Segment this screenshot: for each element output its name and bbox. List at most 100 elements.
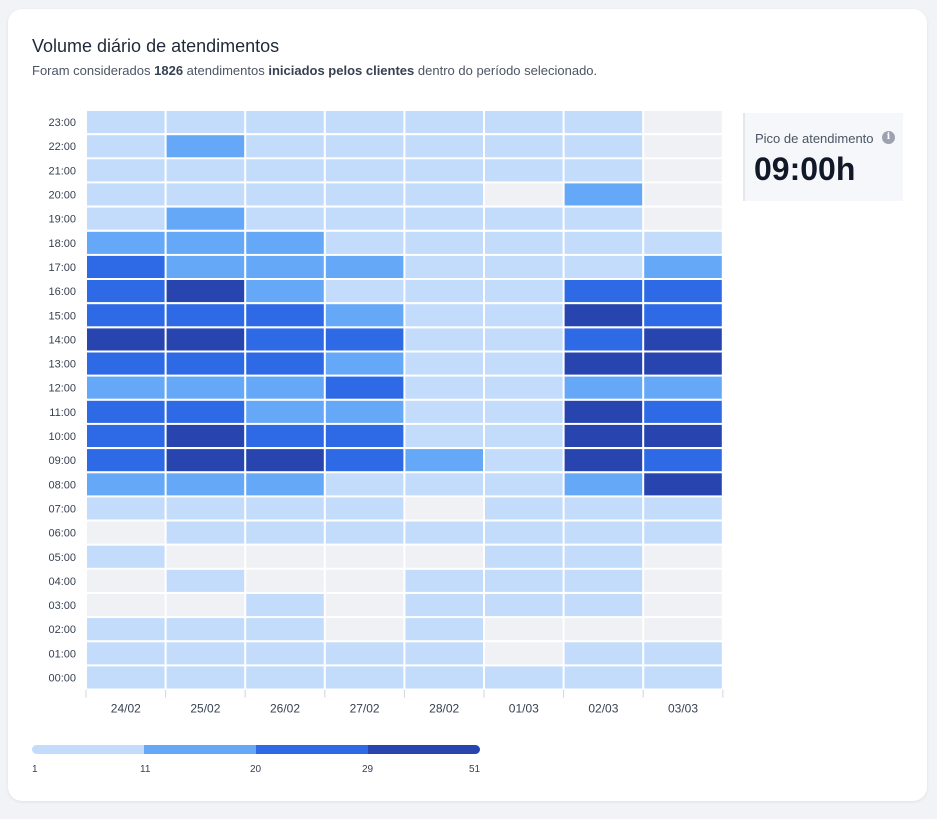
heatmap-cell[interactable]: [166, 642, 245, 665]
heatmap-cell[interactable]: [405, 449, 483, 472]
heatmap-cell[interactable]: [485, 400, 563, 423]
heatmap-cell[interactable]: [87, 111, 165, 134]
heatmap-cell[interactable]: [325, 642, 404, 665]
heatmap-cell[interactable]: [87, 183, 165, 206]
heatmap-cell[interactable]: [166, 569, 245, 592]
heatmap-cell[interactable]: [325, 473, 404, 496]
heatmap-cell[interactable]: [564, 135, 643, 158]
heatmap-cell[interactable]: [325, 183, 404, 206]
heatmap-cell[interactable]: [405, 135, 483, 158]
heatmap-cell[interactable]: [644, 207, 722, 230]
heatmap-cell[interactable]: [87, 376, 165, 399]
heatmap-cell[interactable]: [325, 255, 404, 278]
heatmap-cell[interactable]: [644, 594, 722, 617]
heatmap-cell[interactable]: [87, 497, 165, 520]
heatmap-cell[interactable]: [644, 424, 722, 447]
heatmap-cell[interactable]: [87, 304, 165, 327]
heatmap-cell[interactable]: [564, 618, 643, 641]
heatmap-cell[interactable]: [166, 545, 245, 568]
heatmap-cell[interactable]: [405, 424, 483, 447]
heatmap-cell[interactable]: [564, 352, 643, 375]
heatmap-cell[interactable]: [485, 521, 563, 544]
heatmap-cell[interactable]: [405, 183, 483, 206]
heatmap-cell[interactable]: [644, 159, 722, 182]
heatmap-cell[interactable]: [246, 642, 324, 665]
heatmap-cell[interactable]: [644, 400, 722, 423]
heatmap-cell[interactable]: [246, 328, 324, 351]
heatmap-cell[interactable]: [485, 545, 563, 568]
heatmap-cell[interactable]: [87, 642, 165, 665]
heatmap-cell[interactable]: [166, 618, 245, 641]
heatmap-cell[interactable]: [644, 304, 722, 327]
heatmap-cell[interactable]: [246, 304, 324, 327]
heatmap-cell[interactable]: [644, 497, 722, 520]
heatmap-cell[interactable]: [405, 255, 483, 278]
heatmap-cell[interactable]: [87, 400, 165, 423]
heatmap-cell[interactable]: [564, 424, 643, 447]
heatmap-cell[interactable]: [564, 280, 643, 303]
heatmap-cell[interactable]: [325, 497, 404, 520]
heatmap-cell[interactable]: [325, 424, 404, 447]
heatmap-cell[interactable]: [246, 424, 324, 447]
heatmap-cell[interactable]: [564, 111, 643, 134]
heatmap-cell[interactable]: [644, 642, 722, 665]
heatmap-cell[interactable]: [246, 135, 324, 158]
heatmap-cell[interactable]: [485, 183, 563, 206]
heatmap-cell[interactable]: [405, 521, 483, 544]
heatmap-cell[interactable]: [644, 111, 722, 134]
heatmap-cell[interactable]: [325, 545, 404, 568]
heatmap-cell[interactable]: [246, 400, 324, 423]
heatmap-cell[interactable]: [166, 666, 245, 689]
heatmap-cell[interactable]: [325, 594, 404, 617]
heatmap-cell[interactable]: [485, 569, 563, 592]
heatmap-cell[interactable]: [485, 594, 563, 617]
heatmap-cell[interactable]: [87, 594, 165, 617]
heatmap-cell[interactable]: [166, 280, 245, 303]
heatmap-cell[interactable]: [325, 352, 404, 375]
heatmap-cell[interactable]: [166, 473, 245, 496]
heatmap-cell[interactable]: [246, 159, 324, 182]
heatmap-cell[interactable]: [564, 449, 643, 472]
heatmap-cell[interactable]: [564, 569, 643, 592]
heatmap-cell[interactable]: [405, 207, 483, 230]
heatmap-cell[interactable]: [87, 255, 165, 278]
heatmap-cell[interactable]: [87, 618, 165, 641]
heatmap-cell[interactable]: [87, 135, 165, 158]
heatmap-cell[interactable]: [405, 545, 483, 568]
heatmap-cell[interactable]: [405, 473, 483, 496]
heatmap-cell[interactable]: [87, 569, 165, 592]
heatmap-cell[interactable]: [87, 280, 165, 303]
heatmap-cell[interactable]: [166, 352, 245, 375]
heatmap-cell[interactable]: [485, 231, 563, 254]
heatmap-cell[interactable]: [485, 111, 563, 134]
heatmap-cell[interactable]: [87, 473, 165, 496]
heatmap-cell[interactable]: [87, 328, 165, 351]
heatmap-cell[interactable]: [246, 352, 324, 375]
info-icon[interactable]: i: [882, 131, 895, 144]
heatmap-cell[interactable]: [325, 159, 404, 182]
heatmap-cell[interactable]: [325, 449, 404, 472]
heatmap-cell[interactable]: [405, 280, 483, 303]
heatmap-cell[interactable]: [246, 521, 324, 544]
heatmap-cell[interactable]: [87, 521, 165, 544]
heatmap-cell[interactable]: [87, 424, 165, 447]
heatmap-cell[interactable]: [246, 207, 324, 230]
heatmap-cell[interactable]: [405, 400, 483, 423]
heatmap-cell[interactable]: [166, 207, 245, 230]
heatmap-cell[interactable]: [485, 255, 563, 278]
heatmap-cell[interactable]: [166, 231, 245, 254]
heatmap-cell[interactable]: [644, 376, 722, 399]
heatmap-cell[interactable]: [405, 159, 483, 182]
heatmap-cell[interactable]: [564, 231, 643, 254]
heatmap-cell[interactable]: [166, 594, 245, 617]
heatmap-cell[interactable]: [405, 642, 483, 665]
heatmap-cell[interactable]: [325, 376, 404, 399]
heatmap-cell[interactable]: [325, 135, 404, 158]
heatmap-cell[interactable]: [644, 618, 722, 641]
heatmap-cell[interactable]: [325, 618, 404, 641]
heatmap-cell[interactable]: [166, 328, 245, 351]
heatmap-cell[interactable]: [644, 569, 722, 592]
heatmap-cell[interactable]: [246, 183, 324, 206]
heatmap-cell[interactable]: [485, 424, 563, 447]
heatmap-cell[interactable]: [246, 231, 324, 254]
